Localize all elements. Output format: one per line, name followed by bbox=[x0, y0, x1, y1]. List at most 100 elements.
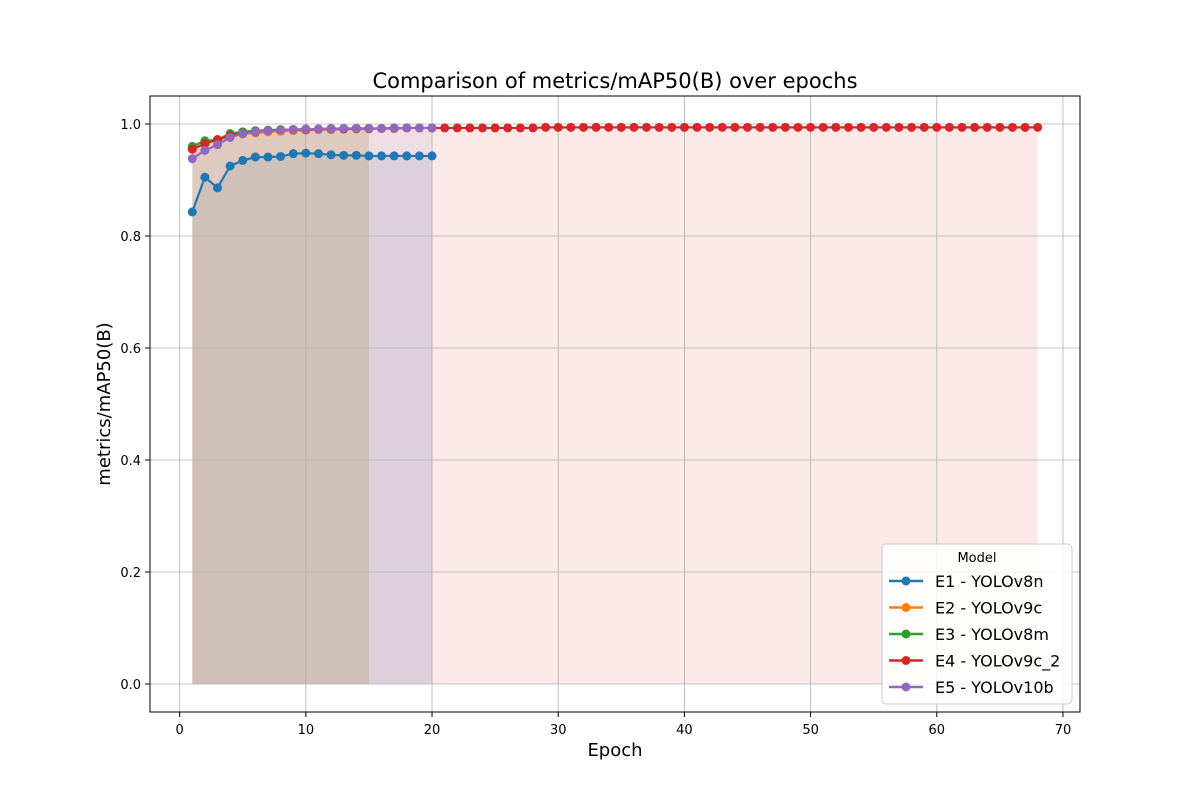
data-point bbox=[616, 122, 626, 132]
data-point bbox=[591, 122, 601, 132]
legend-swatch-marker bbox=[901, 576, 911, 586]
data-point bbox=[200, 172, 210, 182]
y-tick-label: 1.0 bbox=[120, 118, 141, 133]
legend-items: E1 - YOLOv8n E2 - YOLOv9c E3 - YOLOv8m E4 -… bbox=[889, 572, 1060, 697]
data-point bbox=[263, 126, 273, 136]
legend-label: E2 - YOLOv9c bbox=[935, 599, 1042, 618]
data-point bbox=[793, 122, 803, 132]
series-fills bbox=[192, 127, 1038, 685]
y-tick-label: 0.4 bbox=[120, 454, 141, 469]
data-point bbox=[806, 122, 816, 132]
data-point bbox=[490, 123, 500, 133]
data-point bbox=[578, 122, 588, 132]
data-point bbox=[288, 125, 298, 135]
data-point bbox=[679, 122, 689, 132]
data-point bbox=[301, 148, 311, 158]
data-point bbox=[452, 123, 462, 133]
data-point bbox=[717, 122, 727, 132]
data-point bbox=[566, 122, 576, 132]
data-point bbox=[414, 151, 424, 161]
data-point bbox=[768, 122, 778, 132]
data-point bbox=[225, 132, 235, 142]
x-tick-label: 30 bbox=[550, 723, 567, 738]
legend-label: E5 - YOLOv10b bbox=[935, 678, 1054, 697]
series-lines bbox=[187, 122, 1043, 217]
data-point bbox=[705, 122, 715, 132]
x-tick-label: 70 bbox=[1055, 723, 1072, 738]
plot-frame bbox=[149, 95, 1081, 713]
data-point bbox=[187, 207, 197, 217]
data-point bbox=[389, 123, 399, 133]
data-point bbox=[389, 151, 399, 161]
data-point bbox=[654, 122, 664, 132]
legend-swatch-marker bbox=[901, 682, 911, 692]
data-point bbox=[869, 122, 879, 132]
legend-title: Model bbox=[957, 551, 996, 566]
data-point bbox=[907, 122, 917, 132]
legend-item-4: E4 - YOLOv9c_2 bbox=[889, 652, 1060, 672]
x-tick-label: 50 bbox=[802, 723, 819, 738]
legend-item-2: E2 - YOLOv9c bbox=[889, 599, 1042, 618]
data-point bbox=[1033, 122, 1043, 132]
series-fill-5 bbox=[192, 127, 433, 685]
series-fill-3 bbox=[192, 128, 369, 685]
series-5 bbox=[187, 123, 437, 164]
data-point bbox=[339, 123, 349, 133]
legend-item-1: E1 - YOLOv8n bbox=[889, 572, 1043, 591]
x-axis-ticks: 0 10 20 30 40 50 60 70 bbox=[176, 712, 1072, 738]
data-point bbox=[919, 122, 929, 132]
data-point bbox=[478, 123, 488, 133]
data-point bbox=[629, 122, 639, 132]
legend-box bbox=[881, 543, 1073, 705]
data-point bbox=[326, 124, 336, 134]
data-point bbox=[326, 150, 336, 160]
data-point bbox=[465, 123, 475, 133]
data-point bbox=[288, 149, 298, 159]
y-tick-label: 0.2 bbox=[120, 566, 141, 581]
data-point bbox=[238, 155, 248, 165]
data-point bbox=[541, 122, 551, 132]
data-point bbox=[944, 122, 954, 132]
legend-label: E4 - YOLOv9c_2 bbox=[935, 652, 1060, 672]
legend-item-3: E3 - YOLOv8m bbox=[889, 625, 1049, 644]
y-axis-label: metrics/mAP50(B) bbox=[94, 322, 115, 485]
data-point bbox=[528, 123, 538, 133]
legend: Model E1 - YOLOv8n E2 - YOLOv9c E3 - YOLOv… bbox=[881, 543, 1073, 705]
data-point bbox=[238, 129, 248, 139]
data-point bbox=[225, 161, 235, 171]
data-point bbox=[427, 151, 437, 161]
data-point bbox=[301, 124, 311, 134]
data-point bbox=[667, 122, 677, 132]
data-point bbox=[402, 123, 412, 133]
data-point bbox=[414, 123, 424, 133]
series-fill-2 bbox=[192, 129, 369, 685]
data-point bbox=[364, 151, 374, 161]
data-point bbox=[440, 123, 450, 133]
data-point bbox=[263, 152, 273, 162]
data-point bbox=[377, 151, 387, 161]
data-point bbox=[780, 122, 790, 132]
data-point bbox=[843, 122, 853, 132]
data-point bbox=[604, 122, 614, 132]
series-fill-1 bbox=[192, 153, 433, 684]
x-tick-label: 60 bbox=[929, 723, 946, 738]
data-point bbox=[276, 125, 286, 135]
data-point bbox=[187, 144, 197, 154]
x-tick-label: 0 bbox=[176, 723, 184, 738]
data-point bbox=[1007, 122, 1017, 132]
data-point bbox=[200, 145, 210, 155]
y-axis-ticks: 0.0 0.2 0.4 0.6 0.8 1.0 bbox=[120, 118, 150, 693]
data-point bbox=[503, 123, 513, 133]
legend-label: E1 - YOLOv8n bbox=[935, 572, 1043, 591]
data-point bbox=[957, 122, 967, 132]
data-point bbox=[351, 150, 361, 160]
data-point bbox=[250, 152, 260, 162]
data-point bbox=[881, 122, 891, 132]
data-point bbox=[187, 154, 197, 164]
y-tick-label: 0.0 bbox=[120, 678, 141, 693]
data-point bbox=[276, 151, 286, 161]
data-point bbox=[213, 140, 223, 150]
legend-swatch-marker bbox=[901, 629, 911, 639]
legend-swatch-marker bbox=[901, 656, 911, 665]
